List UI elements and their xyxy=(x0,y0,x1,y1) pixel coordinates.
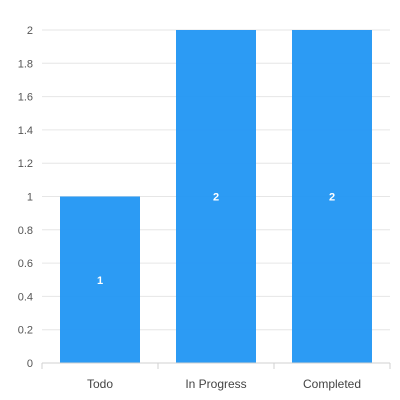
bars: 1 2 2 xyxy=(60,30,372,363)
x-axis: Todo In Progress Completed xyxy=(41,362,391,391)
y-tick-label: 1 xyxy=(27,192,33,204)
y-tick-label: 1.8 xyxy=(18,58,33,70)
y-tick-label: 0 xyxy=(27,358,33,370)
bar-value-label: 1 xyxy=(97,275,103,287)
y-tick-label: 0.2 xyxy=(18,325,33,337)
y-tick-label: 0.4 xyxy=(18,291,33,303)
x-category-label: Completed xyxy=(303,377,361,391)
y-tick-label: 1.4 xyxy=(18,125,33,137)
y-tick-label: 2 xyxy=(27,25,33,37)
y-tick-label: 0.8 xyxy=(18,225,33,237)
y-tick-label: 1.2 xyxy=(18,158,33,170)
y-axis-ticks: 0 0.2 0.4 0.6 0.8 1 1.2 1.4 1.6 1.8 2 xyxy=(18,25,33,370)
x-category-label: In Progress xyxy=(185,377,246,391)
bar-value-label: 2 xyxy=(329,192,335,204)
bar-completed[interactable] xyxy=(292,30,372,363)
x-category-label: Todo xyxy=(87,377,113,391)
y-tick-label: 1.6 xyxy=(18,92,33,104)
bar-todo[interactable] xyxy=(60,196,140,364)
bar-value-label: 2 xyxy=(213,192,219,204)
bar-in-progress[interactable] xyxy=(176,30,256,363)
y-tick-label: 0.6 xyxy=(18,258,33,270)
